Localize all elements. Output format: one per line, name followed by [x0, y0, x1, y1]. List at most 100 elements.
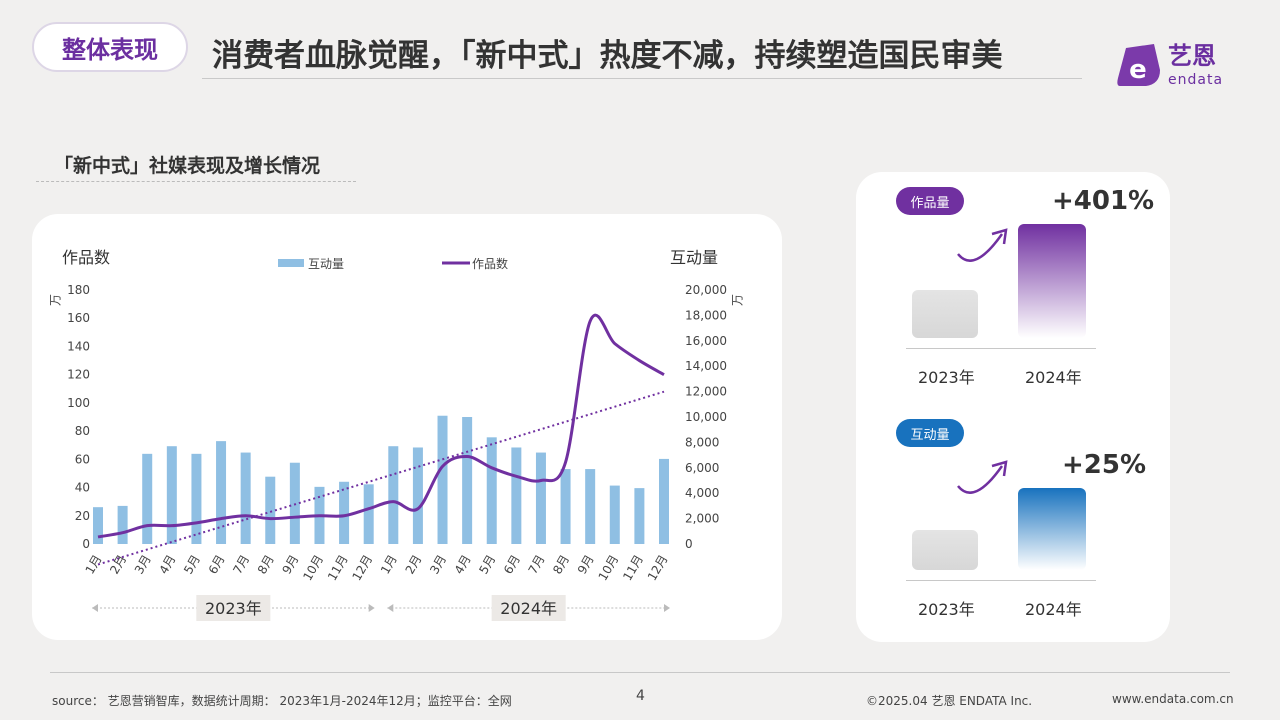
engagement-baseline — [906, 580, 1096, 581]
x-tick-label: 1月 — [83, 553, 105, 577]
x-tick-label: 4月 — [452, 553, 474, 577]
engagement-bar-2023 — [912, 530, 978, 570]
logo-en: endata — [1168, 72, 1223, 88]
right-tick-label: 10,000 — [685, 410, 727, 424]
page-title: 消费者血脉觉醒，「新中式」热度不减，持续塑造国民审美 — [212, 38, 1003, 74]
engagement-bar-2024 — [1018, 488, 1086, 570]
chart-card — [32, 214, 782, 640]
works-line — [97, 313, 665, 539]
left-tick-label: 120 — [67, 368, 90, 382]
x-tick-label: 12月 — [645, 553, 671, 584]
logo-mark-icon — [1117, 44, 1160, 86]
left-tick-label: 20 — [75, 509, 90, 523]
x-tick-label: 9月 — [575, 553, 597, 577]
bar-engagement — [437, 415, 448, 544]
x-tick-label: 2月 — [403, 553, 425, 577]
works-baseline — [906, 348, 1096, 349]
bracket-arrow-right-icon — [664, 604, 670, 612]
bar-engagement — [240, 452, 251, 544]
footer-url: www.endata.com.cn — [1112, 692, 1234, 706]
works-growth-pct: +401% — [1052, 186, 1155, 216]
chart-section-title: 「新中式」社媒表现及增长情况 — [54, 155, 321, 177]
right-tick-label: 6,000 — [685, 461, 719, 475]
right-axis-unit: 万 — [731, 294, 745, 306]
bar-engagement — [585, 469, 596, 544]
works-bar-2024 — [1018, 224, 1086, 338]
right-tick-label: 18,000 — [685, 308, 727, 322]
works-year-2023: 2023年 — [918, 368, 975, 387]
bar-engagement — [142, 453, 153, 544]
bar-engagement — [363, 484, 374, 544]
section-tag: 整体表现 — [32, 22, 188, 72]
x-tick-label: 5月 — [181, 553, 203, 577]
left-axis-title: 作品数 — [62, 248, 111, 267]
x-tick-label: 10月 — [300, 553, 326, 584]
works-year-2024: 2024年 — [1025, 368, 1082, 387]
right-tick-label: 16,000 — [685, 334, 727, 348]
left-tick-label: 60 — [75, 452, 90, 466]
footer-source: source： 艺恩营销智库，数据统计周期： 2023年1月-2024年12月；… — [52, 694, 512, 708]
footer-divider — [50, 672, 1230, 673]
right-tick-label: 14,000 — [685, 359, 727, 373]
x-tick-label: 8月 — [255, 553, 277, 577]
bar-engagement — [659, 458, 669, 544]
year-group-box — [491, 595, 566, 621]
legend-label-engagement: 互动量 — [308, 257, 344, 271]
footer-copyright: ©2025.04 艺恩 ENDATA Inc. — [866, 694, 1033, 708]
engagement-growth-pct: +25% — [1062, 450, 1147, 480]
x-tick-label: 7月 — [230, 553, 252, 577]
x-tick-label: 2月 — [107, 553, 129, 577]
right-tick-label: 2,000 — [685, 512, 719, 526]
legend-swatch-engagement — [278, 259, 304, 267]
left-tick-label: 180 — [67, 283, 90, 297]
right-tick-label: 20,000 — [685, 283, 727, 297]
works-pill: 作品量 — [896, 187, 964, 215]
page-number: 4 — [636, 688, 645, 704]
x-tick-label: 1月 — [378, 553, 400, 577]
bar-engagement — [634, 488, 645, 544]
engagement-year-2024: 2024年 — [1025, 600, 1082, 619]
bar-engagement — [339, 481, 350, 544]
title-underline — [202, 78, 1082, 79]
x-tick-label: 3月 — [132, 553, 154, 577]
bar-engagement — [216, 441, 227, 544]
right-tick-label: 12,000 — [685, 385, 727, 399]
works-trendline — [97, 390, 665, 566]
x-tick-label: 4月 — [156, 553, 178, 577]
right-tick-label: 8,000 — [685, 435, 719, 449]
bar-engagement — [560, 469, 571, 544]
bar-engagement — [93, 507, 103, 544]
left-tick-label: 140 — [67, 339, 90, 353]
left-tick-label: 80 — [75, 424, 90, 438]
bracket-arrow-left-icon — [387, 604, 394, 612]
bar-engagement — [388, 446, 399, 544]
legend-label-works: 作品数 — [472, 256, 508, 271]
x-tick-label: 8月 — [550, 553, 572, 577]
left-tick-label: 160 — [67, 311, 90, 325]
svg-text:e: e — [1129, 55, 1147, 85]
engagement-pill: 互动量 — [896, 419, 964, 447]
bar-engagement — [412, 447, 423, 544]
year-group-label: 2023年 — [205, 599, 262, 618]
logo-cn: 艺恩 — [1168, 42, 1216, 70]
growth-card — [856, 172, 1170, 642]
x-tick-label: 7月 — [526, 553, 548, 577]
year-group-box — [196, 595, 271, 621]
x-tick-label: 9月 — [280, 553, 302, 577]
x-tick-label: 6月 — [206, 553, 228, 577]
bar-engagement — [535, 452, 546, 544]
bracket-arrow-left-icon — [92, 604, 98, 612]
bar-engagement — [462, 417, 473, 544]
growth-arrow-icon — [957, 460, 1008, 494]
left-axis-unit: 万 — [49, 294, 63, 306]
x-tick-label: 11月 — [620, 553, 646, 584]
bar-engagement — [609, 485, 620, 544]
x-tick-label: 12月 — [350, 553, 376, 584]
left-tick-label: 0 — [82, 537, 90, 551]
left-tick-label: 40 — [75, 481, 90, 495]
engagement-year-2023: 2023年 — [918, 600, 975, 619]
x-tick-label: 5月 — [476, 553, 498, 577]
growth-arrow-icon — [957, 228, 1008, 262]
bar-engagement — [486, 437, 497, 544]
bar-engagement — [117, 505, 128, 544]
